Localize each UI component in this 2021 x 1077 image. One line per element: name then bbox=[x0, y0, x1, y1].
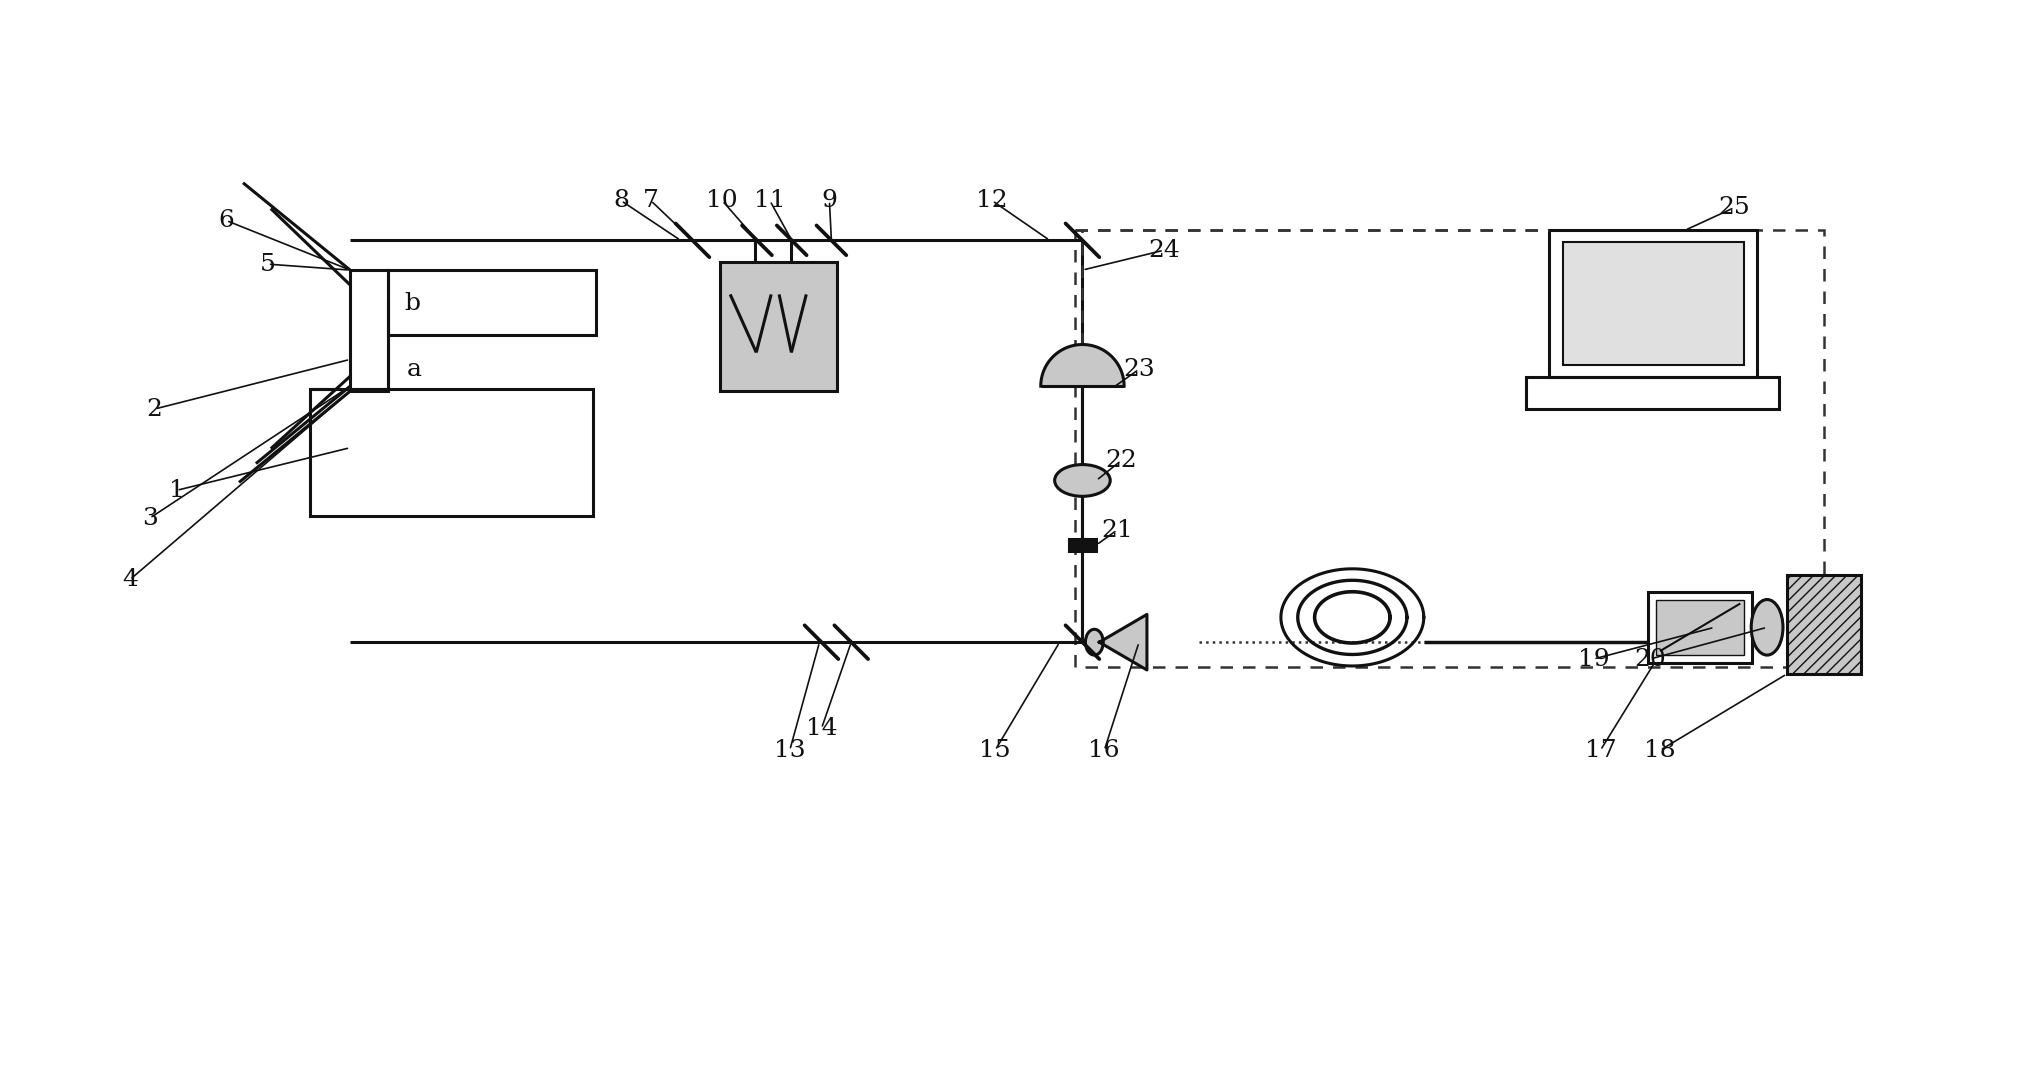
Text: 23: 23 bbox=[1124, 358, 1154, 381]
Bar bbox=[1548, 230, 1756, 377]
Text: 25: 25 bbox=[1718, 196, 1750, 219]
Bar bbox=[1787, 575, 1861, 674]
Bar bbox=[719, 262, 837, 391]
Bar bbox=[388, 270, 596, 335]
Text: 7: 7 bbox=[643, 190, 659, 212]
Bar bbox=[1655, 600, 1744, 655]
Bar bbox=[1647, 591, 1752, 663]
Bar bbox=[1069, 538, 1095, 551]
Text: 11: 11 bbox=[754, 190, 786, 212]
Text: 4: 4 bbox=[121, 569, 137, 591]
Text: 17: 17 bbox=[1584, 739, 1617, 761]
Text: 10: 10 bbox=[707, 190, 738, 212]
Text: 18: 18 bbox=[1645, 739, 1675, 761]
Text: 21: 21 bbox=[1101, 518, 1134, 542]
Text: 14: 14 bbox=[806, 717, 837, 740]
Text: 13: 13 bbox=[774, 739, 806, 761]
Text: 8: 8 bbox=[612, 190, 629, 212]
Text: 1: 1 bbox=[168, 479, 184, 502]
Ellipse shape bbox=[1085, 629, 1103, 655]
Polygon shape bbox=[1041, 345, 1124, 387]
Text: 9: 9 bbox=[821, 190, 837, 212]
Text: 12: 12 bbox=[976, 190, 1008, 212]
Text: 5: 5 bbox=[261, 253, 275, 276]
Text: b: b bbox=[404, 292, 420, 316]
Bar bbox=[1562, 242, 1744, 365]
Ellipse shape bbox=[1752, 600, 1783, 655]
Bar bbox=[311, 389, 594, 516]
Text: 6: 6 bbox=[218, 209, 234, 232]
Text: 22: 22 bbox=[1105, 449, 1138, 472]
Bar bbox=[1526, 377, 1778, 409]
Text: 19: 19 bbox=[1578, 647, 1609, 671]
Text: a: a bbox=[406, 358, 422, 381]
Text: 2: 2 bbox=[148, 397, 162, 420]
Bar bbox=[1075, 230, 1823, 667]
Text: 20: 20 bbox=[1635, 647, 1665, 671]
Polygon shape bbox=[1099, 614, 1148, 670]
Bar bbox=[350, 270, 388, 391]
Text: 24: 24 bbox=[1148, 239, 1180, 262]
Text: 16: 16 bbox=[1089, 739, 1120, 761]
Text: 15: 15 bbox=[980, 739, 1010, 761]
Ellipse shape bbox=[1055, 464, 1110, 496]
Text: 3: 3 bbox=[141, 506, 158, 530]
